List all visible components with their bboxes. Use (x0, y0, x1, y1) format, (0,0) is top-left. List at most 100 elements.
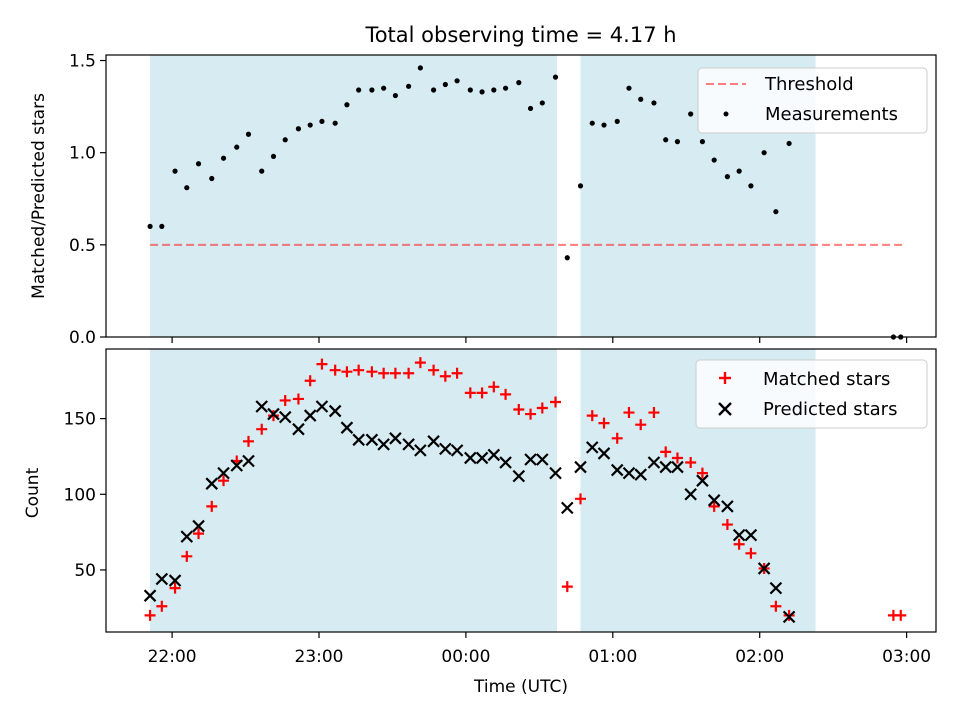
matched-point (353, 364, 365, 376)
measurement-point (539, 100, 545, 106)
matched-point (623, 407, 635, 419)
measurement-point (491, 87, 497, 93)
chart-title: Total observing time = 4.17 h (364, 23, 676, 47)
top-yaxis: 0.0 0.5 1.0 1.5 (69, 52, 106, 348)
predicted-point (450, 444, 464, 457)
measurement-point (564, 255, 570, 261)
matched-point (671, 452, 683, 464)
legend-predicted-swatch (718, 402, 732, 416)
legend-measurements-label: Measurements (765, 104, 898, 125)
matched-point (513, 404, 525, 416)
predicted-point (597, 447, 611, 460)
predicted-point (230, 459, 244, 472)
measurement-point (638, 96, 644, 102)
predicted-point (389, 432, 402, 445)
predicted-point (647, 456, 661, 469)
predicted-point (303, 409, 317, 422)
top-ytick-label: 1.5 (69, 52, 96, 72)
matched-point (895, 609, 907, 621)
bottom-xtick-label: 01:00 (588, 647, 637, 667)
measurement-point (626, 85, 632, 91)
predicted-point (671, 460, 684, 474)
predicted-point (168, 574, 182, 587)
matched-point (144, 609, 156, 621)
matched-point (574, 493, 586, 505)
matched-point (648, 407, 660, 419)
measurement-point (614, 118, 620, 124)
top-axes-frame (105, 54, 937, 338)
legend-matched-swatch (719, 372, 731, 384)
measurement-point (147, 223, 153, 230)
bottom-xtick-label: 03:00 (882, 647, 931, 667)
top-ylabel: Matched/Predicted stars (29, 93, 49, 299)
predicted-point (536, 453, 549, 466)
measurement-point (601, 122, 607, 128)
matched-point (464, 387, 476, 399)
measurement-point (220, 155, 227, 161)
matched-point (476, 387, 488, 399)
predicted-point (352, 433, 365, 447)
predicted-point (414, 444, 427, 457)
measurement-point (369, 87, 375, 93)
measurement-point (209, 175, 215, 182)
predicted-point (560, 501, 574, 515)
measurement-point (651, 100, 657, 106)
measurement-point (234, 144, 240, 150)
predicted-point (487, 448, 501, 462)
predicted-point (328, 404, 342, 418)
matched-point (745, 547, 757, 559)
bottom-ytick-label: 50 (74, 561, 96, 581)
matched-point (341, 366, 353, 378)
predicted-point (721, 500, 734, 513)
predicted-point (377, 438, 390, 451)
predicted-point (267, 407, 280, 421)
measurement-point (674, 139, 681, 145)
legend-measurements-swatch (723, 111, 729, 117)
predicted-point (574, 460, 587, 474)
matched-point (378, 367, 390, 379)
predicted-point (242, 454, 255, 468)
bottom-axes-frame (105, 348, 937, 633)
predicted-point (757, 562, 771, 575)
measurement-point (307, 122, 313, 128)
bottom-xtick-label: 02:00 (735, 647, 784, 667)
measurement-point (467, 87, 473, 93)
matched-point (242, 435, 254, 447)
bottom-spans (150, 349, 816, 632)
matched-point (708, 500, 720, 512)
bottom-matched-points (144, 357, 907, 621)
matched-point (439, 370, 451, 382)
predicted-point (439, 442, 452, 456)
predicted-point (365, 433, 379, 447)
measurement-point (184, 185, 190, 191)
matched-point (721, 519, 733, 531)
matched-point (304, 375, 316, 387)
measurement-point (356, 87, 362, 93)
matched-point (598, 417, 610, 429)
matched-point (536, 402, 548, 414)
bottom-xtick-label: 22:00 (148, 647, 197, 667)
predicted-point (427, 435, 440, 448)
measurement-point (724, 174, 730, 180)
measurement-point (417, 65, 423, 71)
matched-point (366, 366, 378, 378)
bottom-ytick-label: 100 (64, 485, 96, 505)
measurement-point (172, 168, 178, 174)
matched-point (193, 528, 205, 540)
predicted-point (217, 466, 230, 480)
bottom-observing-span-0 (150, 349, 557, 632)
matched-point (279, 394, 291, 406)
measurement-point (699, 139, 706, 145)
matched-point (586, 410, 598, 422)
measurement-point (245, 131, 252, 137)
matched-point (414, 357, 426, 369)
matched-point (500, 388, 512, 400)
measurement-point (159, 223, 165, 230)
measurement-point (773, 209, 779, 215)
bottom-xaxis: 22:00 23:00 00:00 01:00 02:00 03:00 (148, 632, 931, 667)
measurement-point (295, 126, 302, 132)
measurement-point (502, 85, 509, 91)
matched-point (550, 396, 562, 408)
measurement-point (381, 85, 387, 91)
